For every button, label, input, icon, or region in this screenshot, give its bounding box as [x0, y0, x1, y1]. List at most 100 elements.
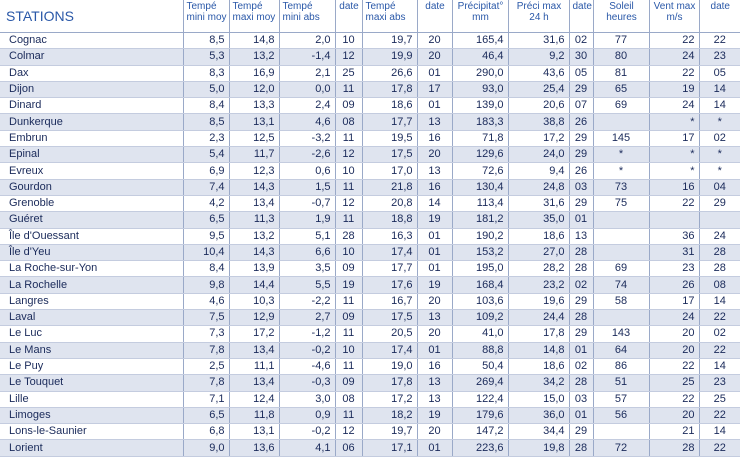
- tmax-moy-cell: 13,2: [229, 48, 280, 66]
- date-tmin-cell: 10: [335, 244, 363, 262]
- precip-max-cell: 38,8: [508, 113, 570, 131]
- tmin-abs-cell: 3,5: [279, 260, 336, 278]
- vent-max-cell: 20: [649, 325, 700, 343]
- tmin-moy-cell: 6,5: [183, 211, 230, 229]
- header-tmax-moy: Tempé maxi moy: [229, 0, 280, 33]
- table-row: Limoges 6,5 11,8 0,9 11 18,2 19 179,6 36,0 01 56 20…: [0, 407, 740, 425]
- vent-max-cell: 26: [649, 276, 700, 294]
- tmin-moy-cell: 5,0: [183, 81, 230, 99]
- date-precip-cell: 26: [569, 162, 594, 180]
- tmin-moy-cell: 6,9: [183, 162, 230, 180]
- date-tmax-cell: 16: [417, 179, 453, 196]
- date-tmax-cell: 20: [417, 48, 453, 66]
- date-tmin-cell: 12: [335, 48, 363, 66]
- tmin-moy-cell: 7,4: [183, 179, 230, 196]
- tmax-moy-cell: 14,3: [229, 244, 280, 262]
- date-tmin-cell: 11: [335, 211, 363, 229]
- tmax-abs-cell: 17,8: [362, 374, 418, 392]
- soleil-cell: 64: [593, 342, 650, 359]
- tmax-abs-cell: 16,3: [362, 228, 418, 245]
- table-body: Cognac 8,5 14,8 2,0 10 19,7 20 165,4 31,6 02 77 22 2…: [0, 32, 740, 457]
- date-precip-cell: 28: [569, 309, 594, 327]
- vent-max-cell: 20: [649, 342, 700, 359]
- date-precip-cell: 28: [569, 374, 594, 392]
- station-name-cell: Grenoble: [0, 195, 184, 213]
- date-vent-cell: 23: [699, 374, 740, 392]
- precip-cell: 71,8: [452, 130, 509, 148]
- soleil-cell: 65: [593, 81, 650, 99]
- tmin-abs-cell: -0,2: [279, 423, 336, 441]
- tmax-moy-cell: 13,9: [229, 260, 280, 278]
- table-row: Le Touquet 7,8 13,4 -0,3 09 17,8 13 269,4 34,2 28…: [0, 374, 740, 392]
- date-vent-cell: 24: [699, 228, 740, 245]
- station-name-cell: Evreux: [0, 162, 184, 180]
- precip-max-cell: 20,6: [508, 97, 570, 115]
- precip-max-cell: 17,8: [508, 325, 570, 343]
- precip-max-cell: 25,4: [508, 81, 570, 99]
- tmax-moy-cell: 13,4: [229, 195, 280, 213]
- tmin-moy-cell: 2,3: [183, 130, 230, 148]
- tmin-abs-cell: 2,7: [279, 309, 336, 327]
- tmin-moy-cell: 9,5: [183, 228, 230, 245]
- header-stations: STATIONS: [0, 0, 184, 33]
- date-tmin-cell: 08: [335, 113, 363, 131]
- tmin-moy-cell: 10,4: [183, 244, 230, 262]
- precip-cell: 88,8: [452, 342, 509, 359]
- tmax-moy-cell: 11,3: [229, 211, 280, 229]
- tmin-moy-cell: 7,8: [183, 342, 230, 359]
- date-vent-cell: *: [699, 113, 740, 131]
- date-tmin-cell: 08: [335, 391, 363, 408]
- date-tmax-cell: 20: [417, 423, 453, 441]
- precip-cell: 269,4: [452, 374, 509, 392]
- station-name-cell: Gourdon: [0, 179, 184, 196]
- precip-cell: 290,0: [452, 65, 509, 82]
- date-vent-cell: 29: [699, 195, 740, 213]
- tmax-abs-cell: 17,8: [362, 81, 418, 99]
- tmin-abs-cell: 0,6: [279, 162, 336, 180]
- date-tmin-cell: 25: [335, 65, 363, 82]
- date-precip-cell: 28: [569, 260, 594, 278]
- tmin-moy-cell: 8,5: [183, 32, 230, 50]
- precip-max-cell: 18,6: [508, 358, 570, 376]
- tmin-abs-cell: 2,0: [279, 32, 336, 50]
- precip-cell: 93,0: [452, 81, 509, 99]
- date-precip-cell: 13: [569, 228, 594, 245]
- date-tmax-cell: 13: [417, 374, 453, 392]
- station-name-cell: Cognac: [0, 32, 184, 50]
- tmin-abs-cell: -0,7: [279, 195, 336, 213]
- tmax-moy-cell: 12,3: [229, 162, 280, 180]
- soleil-cell: 58: [593, 293, 650, 311]
- precip-cell: 129,6: [452, 146, 509, 164]
- date-vent-cell: 14: [699, 358, 740, 376]
- station-name-cell: Le Puy: [0, 358, 184, 376]
- date-precip-cell: 07: [569, 97, 594, 115]
- tmax-abs-cell: 17,5: [362, 146, 418, 164]
- station-name-cell: La Rochelle: [0, 276, 184, 294]
- date-tmin-cell: 09: [335, 97, 363, 115]
- date-precip-cell: 30: [569, 48, 594, 66]
- tmax-abs-cell: 17,4: [362, 342, 418, 359]
- date-tmax-cell: 01: [417, 439, 453, 457]
- date-tmin-cell: 28: [335, 228, 363, 245]
- tmin-abs-cell: 5,5: [279, 276, 336, 294]
- soleil-cell: [593, 309, 650, 327]
- header-precip: Précipitat° mm: [452, 0, 509, 33]
- date-tmax-cell: 19: [417, 407, 453, 425]
- vent-max-cell: 24: [649, 48, 700, 66]
- date-tmin-cell: 10: [335, 32, 363, 50]
- tmax-abs-cell: 19,0: [362, 358, 418, 376]
- station-name-cell: Lons-le-Saunier: [0, 423, 184, 441]
- table-row: Lille 7,1 12,4 3,0 08 17,2 13 122,4 15,0 03 57 22 25: [0, 391, 740, 408]
- soleil-cell: 145: [593, 130, 650, 148]
- tmin-abs-cell: -0,3: [279, 374, 336, 392]
- station-name-cell: Lille: [0, 391, 184, 408]
- tmin-abs-cell: 0,9: [279, 407, 336, 425]
- table-row: Lons-le-Saunier 6,8 13,1 -0,2 12 19,7 20 147,2 3…: [0, 423, 740, 441]
- precip-max-cell: 34,4: [508, 423, 570, 441]
- date-precip-cell: 29: [569, 81, 594, 99]
- tmin-moy-cell: 8,4: [183, 97, 230, 115]
- table-row: Le Luc 7,3 17,2 -1,2 11 20,5 20 41,0 17,8 29 143 20…: [0, 325, 740, 343]
- date-precip-cell: 02: [569, 358, 594, 376]
- soleil-cell: 69: [593, 260, 650, 278]
